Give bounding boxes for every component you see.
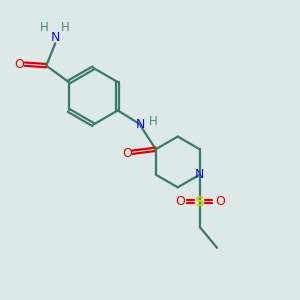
Text: H: H (40, 21, 49, 34)
Text: O: O (175, 195, 184, 208)
Text: O: O (215, 195, 225, 208)
Text: N: N (51, 32, 60, 44)
Text: S: S (195, 194, 205, 208)
Text: O: O (14, 58, 24, 70)
Text: O: O (122, 147, 132, 160)
Text: N: N (136, 118, 146, 131)
Text: H: H (149, 115, 158, 128)
Text: H: H (60, 21, 69, 34)
Text: N: N (195, 168, 204, 181)
